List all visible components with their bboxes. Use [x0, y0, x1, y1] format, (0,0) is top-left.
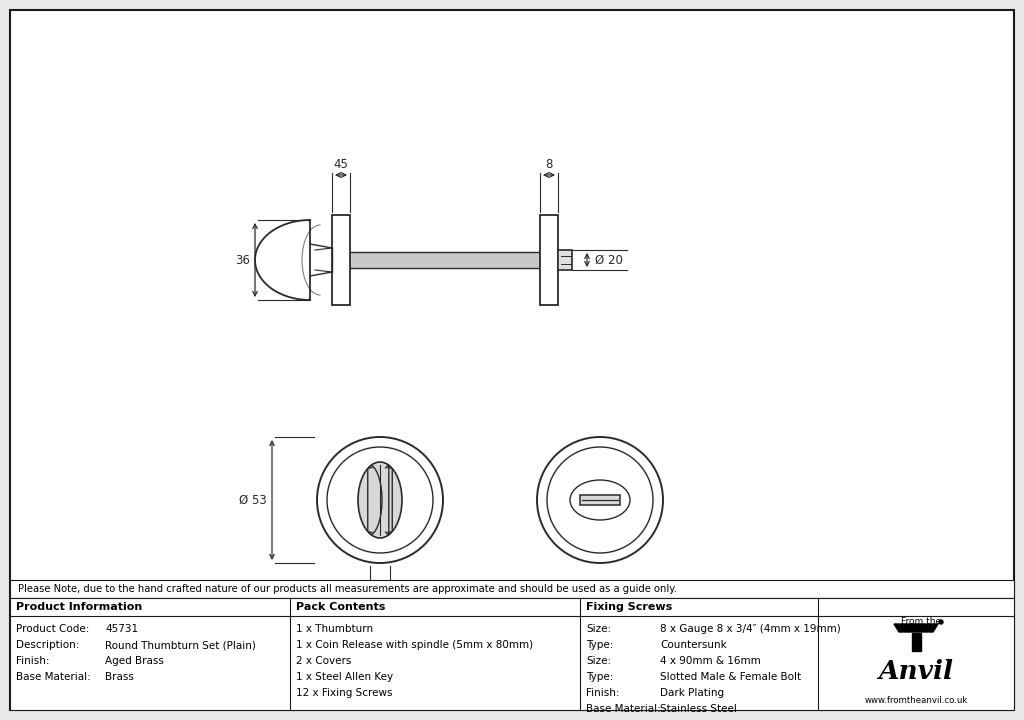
Text: Base Material:: Base Material:	[586, 704, 660, 714]
Text: Ø 53: Ø 53	[240, 493, 267, 506]
Circle shape	[317, 437, 443, 563]
Text: 1 x Steel Allen Key: 1 x Steel Allen Key	[296, 672, 393, 682]
Text: Size:: Size:	[586, 624, 611, 634]
Bar	[911, 633, 921, 651]
Ellipse shape	[358, 462, 402, 538]
Circle shape	[327, 447, 433, 553]
Text: Pack Contents: Pack Contents	[296, 602, 385, 612]
Bar	[580, 495, 620, 505]
Bar	[540, 215, 558, 305]
Bar	[10, 580, 1014, 598]
Text: Countersunk: Countersunk	[660, 640, 727, 650]
Text: Aged Brass: Aged Brass	[105, 656, 164, 666]
Circle shape	[537, 437, 663, 563]
Circle shape	[939, 620, 943, 624]
Text: 2 x Covers: 2 x Covers	[296, 656, 351, 666]
Text: Brass: Brass	[105, 672, 134, 682]
Text: Type:: Type:	[586, 640, 613, 650]
Text: Finish:: Finish:	[586, 688, 620, 698]
Text: Product Code:: Product Code:	[16, 624, 89, 634]
Text: Slotted Male & Female Bolt: Slotted Male & Female Bolt	[660, 672, 801, 682]
Text: Dark Plating: Dark Plating	[660, 688, 724, 698]
Text: Anvil: Anvil	[879, 659, 953, 684]
Bar	[332, 215, 350, 305]
Text: www.fromtheanvil.co.uk: www.fromtheanvil.co.uk	[864, 696, 968, 705]
Text: 1 x Thumbturn: 1 x Thumbturn	[296, 624, 373, 634]
Text: Type:: Type:	[586, 672, 613, 682]
Circle shape	[547, 447, 653, 553]
Text: Description:: Description:	[16, 640, 80, 650]
Bar	[10, 598, 1014, 710]
Text: 12 x Fixing Screws: 12 x Fixing Screws	[296, 688, 392, 698]
Text: 36: 36	[236, 253, 250, 266]
Text: Round Thumbturn Set (Plain): Round Thumbturn Set (Plain)	[105, 640, 256, 650]
Text: Base Material:: Base Material:	[16, 672, 91, 682]
Text: 45: 45	[334, 158, 348, 171]
Text: From the: From the	[901, 617, 941, 626]
Text: Stainless Steel: Stainless Steel	[660, 704, 737, 714]
Bar	[558, 250, 572, 270]
Ellipse shape	[570, 480, 630, 520]
Text: 8: 8	[546, 158, 553, 171]
Text: Size:: Size:	[586, 656, 611, 666]
Text: Ø 20: Ø 20	[595, 253, 623, 266]
Text: 8 x Gauge 8 x 3/4″ (4mm x 19mm): 8 x Gauge 8 x 3/4″ (4mm x 19mm)	[660, 624, 841, 634]
Text: Please Note, due to the hand crafted nature of our products all measurements are: Please Note, due to the hand crafted nat…	[18, 584, 677, 594]
Text: 1 x Coin Release with spindle (5mm x 80mm): 1 x Coin Release with spindle (5mm x 80m…	[296, 640, 534, 650]
Text: Finish:: Finish:	[16, 656, 49, 666]
Text: 15: 15	[373, 602, 387, 615]
Text: Fixing Screws: Fixing Screws	[586, 602, 672, 612]
Polygon shape	[894, 624, 938, 632]
Text: Product Information: Product Information	[16, 602, 142, 612]
Text: 4 x 90mm & 16mm: 4 x 90mm & 16mm	[660, 656, 761, 666]
Text: 45731: 45731	[105, 624, 138, 634]
